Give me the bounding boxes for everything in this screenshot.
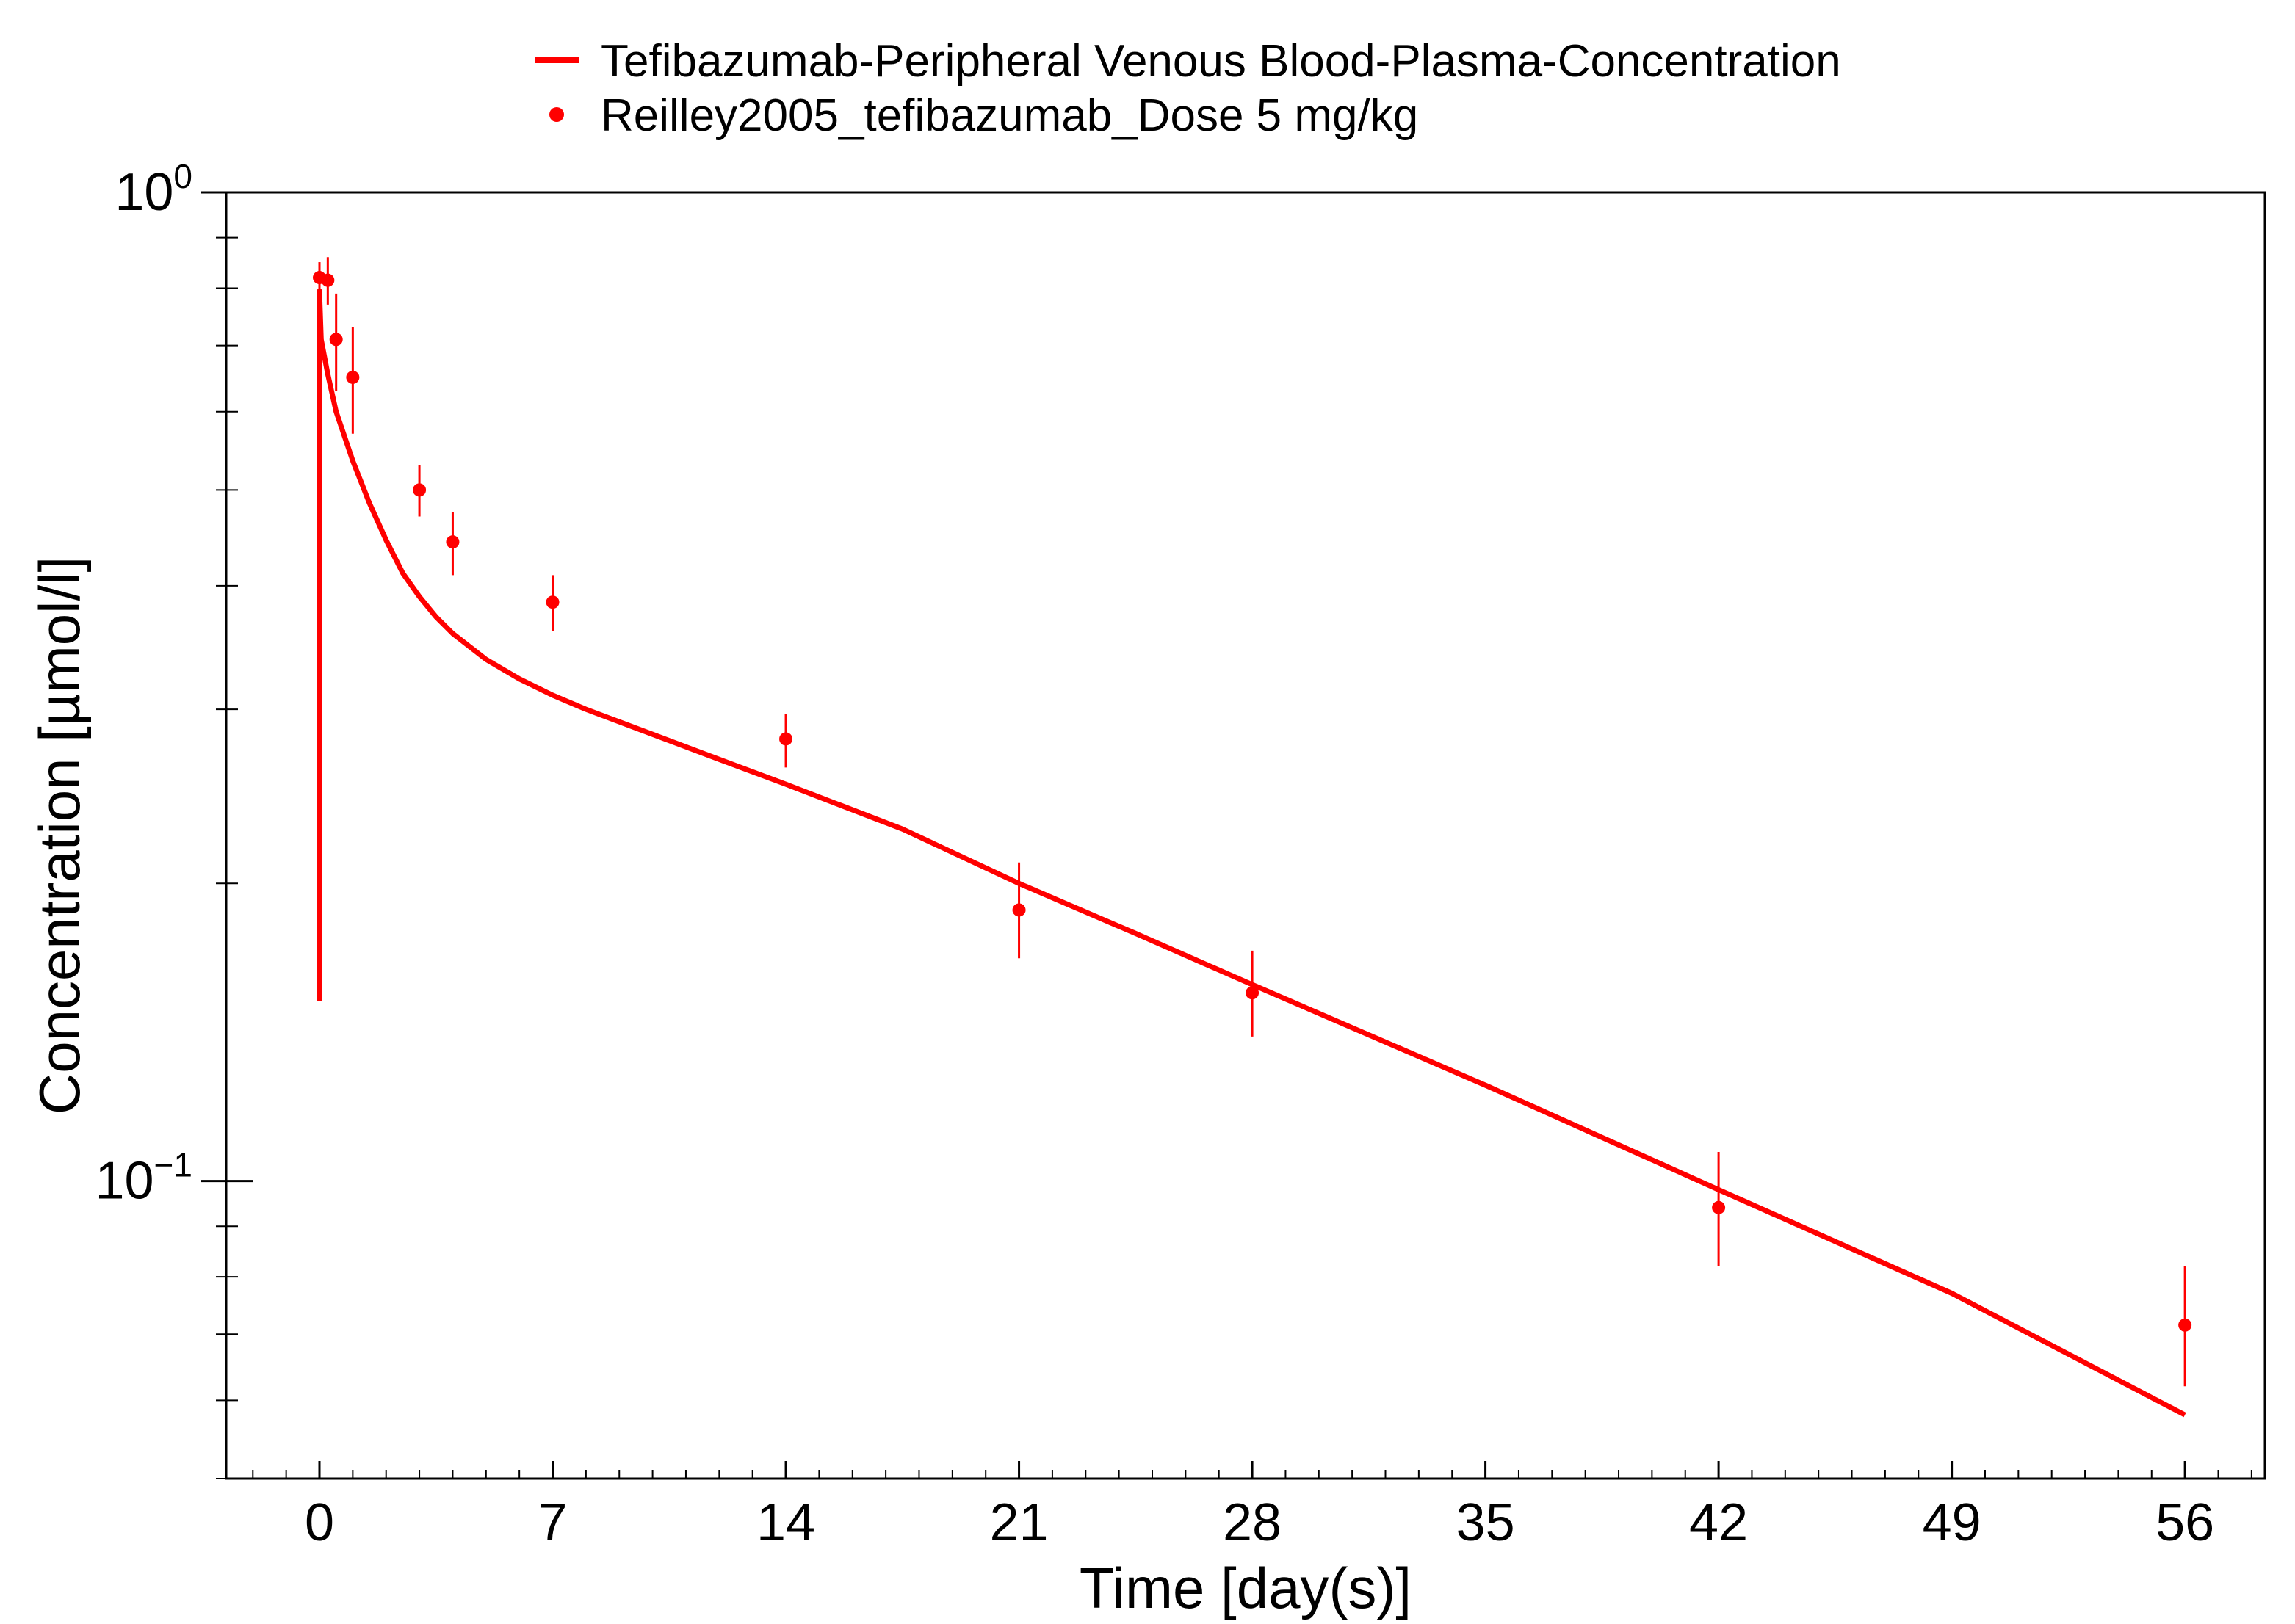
x-axis: 0 7 14 21 28 35 42 49 56 bbox=[252, 1461, 2252, 1552]
x-tick-label: 49 bbox=[1923, 1493, 1981, 1552]
x-tick-label: 35 bbox=[1456, 1493, 1515, 1552]
data-point bbox=[1712, 1200, 1726, 1214]
x-tick-label: 0 bbox=[305, 1493, 334, 1552]
data-point bbox=[413, 483, 427, 497]
y-tick-exponent: 0 bbox=[173, 157, 192, 195]
x-tick-label: 28 bbox=[1223, 1493, 1282, 1552]
series-layer bbox=[313, 257, 2192, 1418]
y-tick-exponent: −1 bbox=[154, 1146, 192, 1184]
x-tick-label: 56 bbox=[2155, 1493, 2214, 1552]
plot-frame bbox=[225, 191, 2266, 1480]
legend-label-points: Reilley2005_tefibazumab_Dose 5 mg/kg bbox=[601, 90, 1418, 141]
y-tick-label: 10−1 bbox=[95, 1146, 192, 1211]
y-axis-label: Concentration [µmol/l] bbox=[27, 557, 92, 1114]
y-tick-base: 10 bbox=[95, 1152, 153, 1211]
y-tick-label: 100 bbox=[115, 157, 192, 222]
data-point bbox=[2178, 1318, 2192, 1332]
data-point bbox=[779, 732, 793, 746]
x-tick-label: 14 bbox=[756, 1493, 815, 1552]
x-tick-label: 21 bbox=[990, 1493, 1049, 1552]
data-point bbox=[446, 535, 460, 549]
x-tick-label: 7 bbox=[538, 1493, 567, 1552]
legend: Tefibazumab-Peripheral Venous Blood-Plas… bbox=[535, 36, 1841, 141]
data-point bbox=[546, 595, 560, 609]
data-point bbox=[1012, 903, 1026, 917]
y-tick-base: 10 bbox=[115, 163, 173, 222]
legend-dot-swatch bbox=[549, 107, 564, 122]
data-point bbox=[1246, 986, 1259, 1000]
data-point bbox=[329, 333, 343, 347]
series-line-tefibazumab bbox=[317, 288, 2186, 1418]
legend-label-line: Tefibazumab-Peripheral Venous Blood-Plas… bbox=[601, 36, 1841, 87]
x-tick-label: 42 bbox=[1689, 1493, 1748, 1552]
data-point bbox=[321, 273, 335, 287]
x-axis-label: Time [day(s)] bbox=[1080, 1556, 1412, 1620]
data-point bbox=[346, 370, 360, 384]
